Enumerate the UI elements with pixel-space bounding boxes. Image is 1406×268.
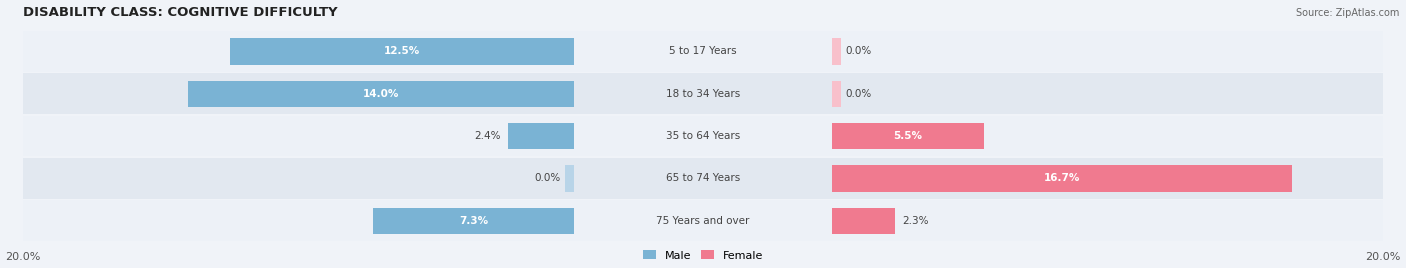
- Bar: [832, 208, 896, 234]
- Text: 35 to 64 Years: 35 to 64 Years: [666, 131, 740, 141]
- Text: 0.0%: 0.0%: [846, 46, 872, 56]
- Bar: [229, 38, 574, 65]
- Text: 12.5%: 12.5%: [384, 46, 420, 56]
- Bar: [24, 116, 1382, 157]
- Text: 2.3%: 2.3%: [903, 216, 929, 226]
- Text: 16.7%: 16.7%: [1043, 173, 1080, 183]
- Text: 0.0%: 0.0%: [846, 89, 872, 99]
- Text: Source: ZipAtlas.com: Source: ZipAtlas.com: [1295, 8, 1399, 18]
- Bar: [565, 165, 574, 192]
- Text: 2.4%: 2.4%: [474, 131, 501, 141]
- Bar: [188, 81, 574, 107]
- Bar: [832, 165, 1292, 192]
- Text: 0.0%: 0.0%: [534, 173, 560, 183]
- Text: 7.3%: 7.3%: [458, 216, 488, 226]
- Text: 5.5%: 5.5%: [893, 131, 922, 141]
- Bar: [508, 123, 574, 149]
- Text: 14.0%: 14.0%: [363, 89, 399, 99]
- Legend: Male, Female: Male, Female: [643, 250, 763, 261]
- Bar: [373, 208, 574, 234]
- Text: 18 to 34 Years: 18 to 34 Years: [666, 89, 740, 99]
- Bar: [24, 200, 1382, 241]
- Bar: [832, 81, 841, 107]
- Text: 75 Years and over: 75 Years and over: [657, 216, 749, 226]
- Bar: [832, 38, 841, 65]
- Bar: [832, 123, 984, 149]
- Bar: [24, 158, 1382, 199]
- Bar: [24, 31, 1382, 72]
- Text: 5 to 17 Years: 5 to 17 Years: [669, 46, 737, 56]
- Text: DISABILITY CLASS: COGNITIVE DIFFICULTY: DISABILITY CLASS: COGNITIVE DIFFICULTY: [24, 6, 337, 18]
- Text: 65 to 74 Years: 65 to 74 Years: [666, 173, 740, 183]
- Bar: [24, 73, 1382, 114]
